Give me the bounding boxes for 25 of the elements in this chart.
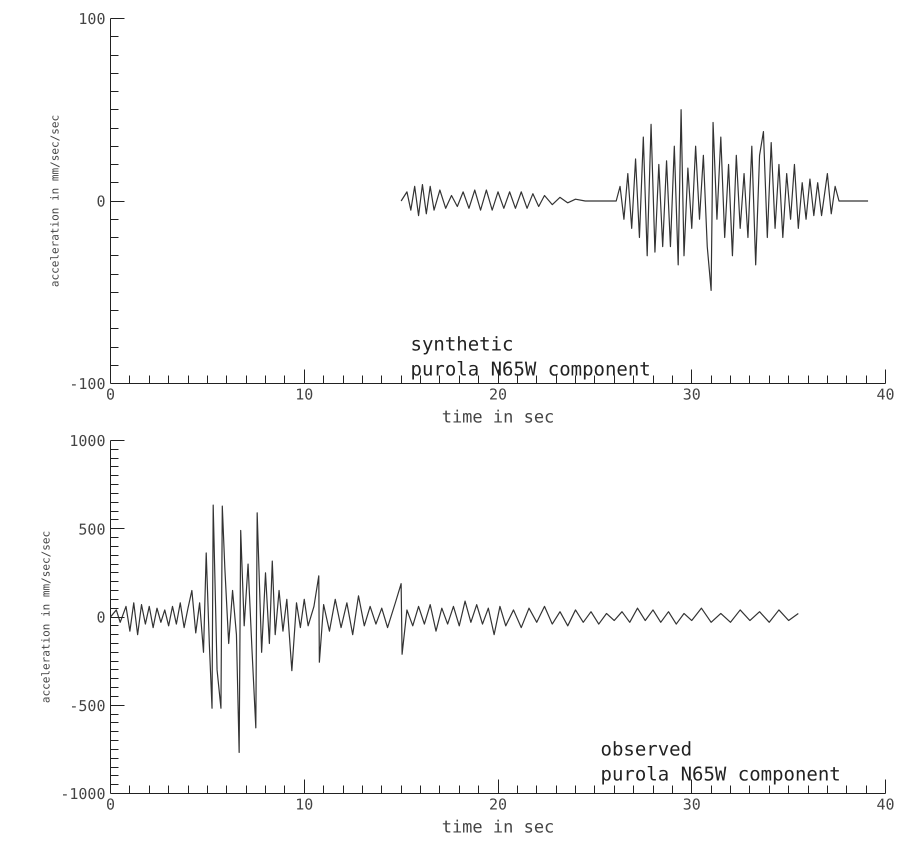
y-tick-label: 100 <box>78 10 106 28</box>
y-tick-label: -500 <box>69 696 106 715</box>
y-tick-label: 500 <box>78 520 106 538</box>
x-tick-label: 10 <box>295 796 314 814</box>
x-tick-label: 40 <box>876 796 895 814</box>
text: observed <box>600 738 692 760</box>
y-tick-label: 0 <box>96 192 106 210</box>
y-tick-label: 0 <box>96 608 106 626</box>
text: synthetic <box>410 334 514 356</box>
y-tick-label: -1000 <box>60 785 106 803</box>
x-tick-label: 20 <box>488 386 508 404</box>
x-tick-label: 10 <box>295 386 314 404</box>
x-tick-label: 40 <box>876 386 895 404</box>
text: purola N65W component <box>600 764 841 786</box>
y-axis-title: acceleration in mm/sec/sec <box>39 530 52 704</box>
x-tick-label: 30 <box>682 386 701 404</box>
x-axis-title: time in sec <box>442 818 554 838</box>
y-tick-label: -100 <box>69 375 106 393</box>
y-axis-title: acceleration in mm/sec/sec <box>48 114 62 288</box>
y-tick-label: 1000 <box>69 432 106 450</box>
text: purola N65W component <box>410 358 651 380</box>
x-tick-label: 30 <box>682 796 701 814</box>
x-tick-label: 20 <box>488 796 508 814</box>
line-series <box>400 109 869 292</box>
x-axis-title: time in sec <box>442 408 554 428</box>
